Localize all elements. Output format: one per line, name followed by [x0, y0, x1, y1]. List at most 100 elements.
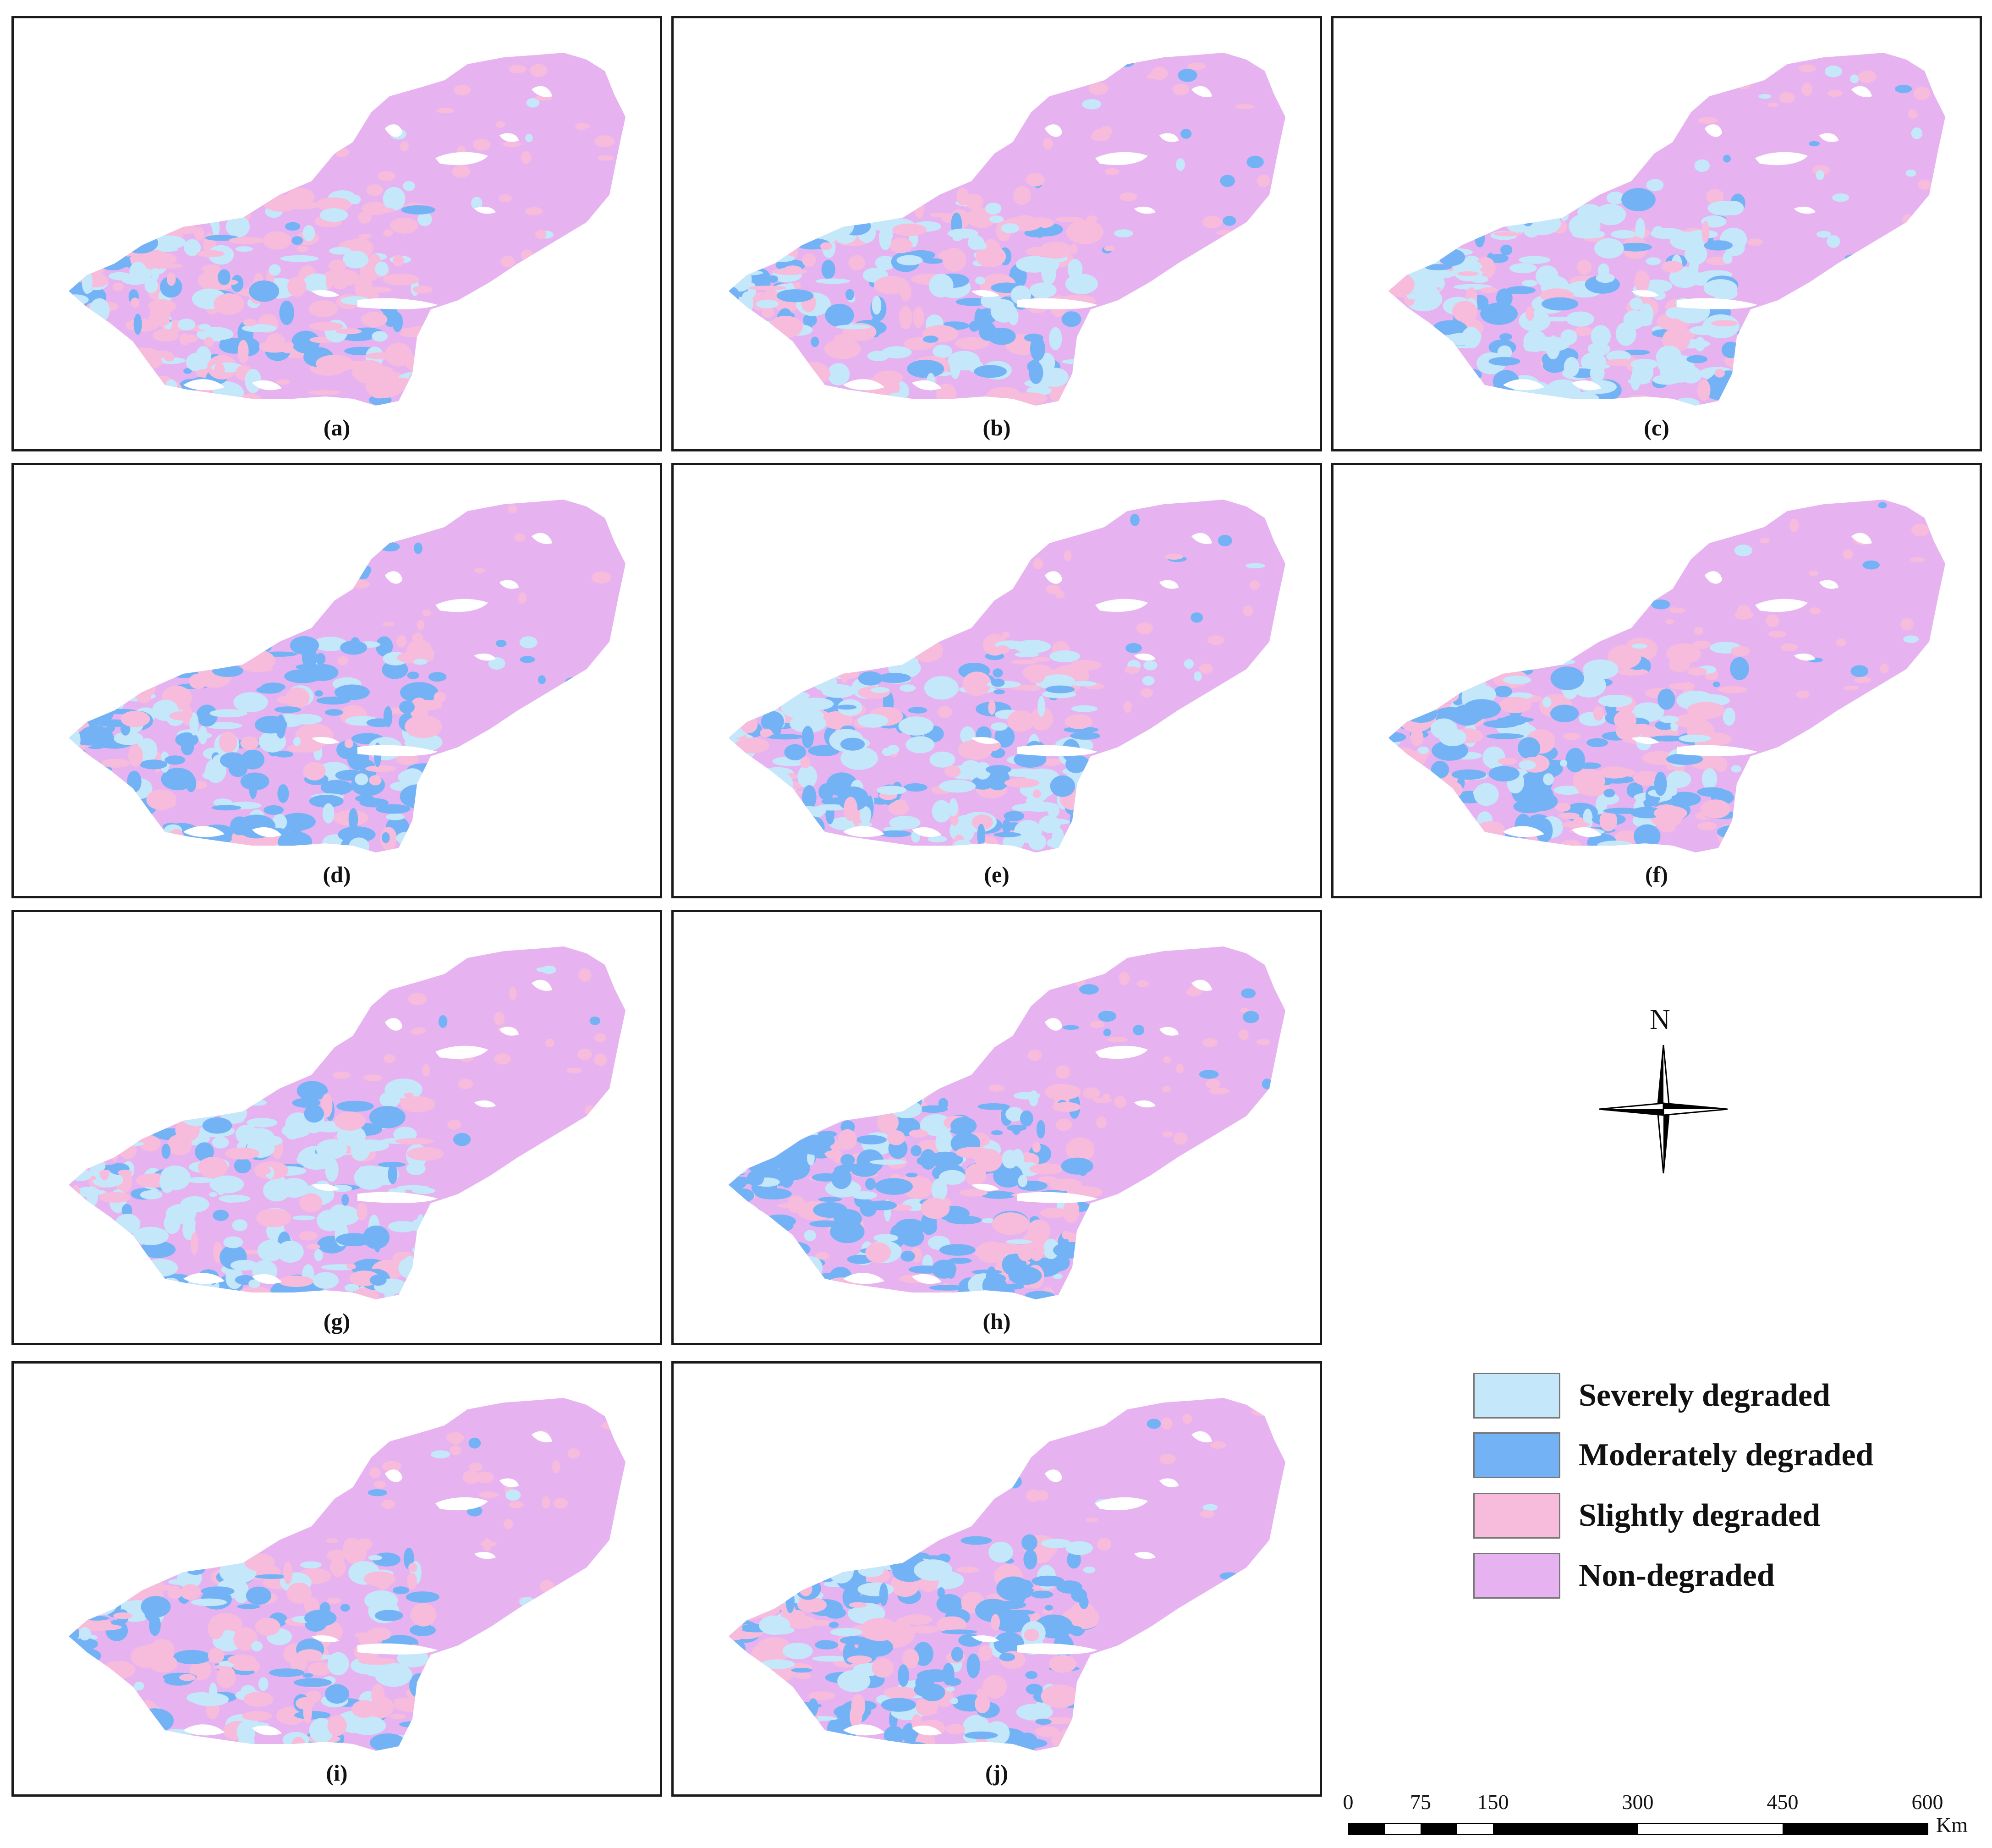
degradation-patch [254, 818, 274, 830]
degradation-patch [363, 1571, 396, 1587]
degradation-patch [1760, 538, 1770, 544]
degradation-patch [383, 187, 406, 211]
degradation-patch [112, 282, 124, 291]
degradation-patch [1586, 738, 1608, 748]
degradation-patch [814, 1640, 839, 1650]
degradation-patch [1068, 825, 1084, 836]
degradation-patch [69, 1717, 77, 1727]
degradation-patch [1524, 652, 1546, 669]
degradation-patch [1582, 363, 1610, 369]
water-body [385, 1469, 402, 1482]
degradation-patch [965, 193, 983, 210]
degradation-patch [191, 1232, 198, 1255]
degradation-patch [505, 1489, 521, 1501]
degradation-patch [1130, 513, 1140, 526]
degradation-patch [1646, 179, 1664, 192]
degradation-patch [1235, 104, 1254, 110]
degradation-patch [85, 760, 103, 775]
degradation-patch [904, 783, 927, 792]
degradation-patch [408, 1562, 417, 1573]
degradation-patch [316, 696, 350, 705]
degradation-patch [1018, 1175, 1027, 1188]
degradation-patch [1640, 303, 1654, 326]
degradation-patch [123, 1687, 138, 1694]
degradation-patch [1506, 849, 1515, 852]
degradation-patch [410, 1603, 437, 1627]
degradation-patch [396, 635, 407, 648]
degradation-patch [230, 816, 249, 836]
degradation-patch [1062, 1727, 1089, 1734]
degradation-patch [117, 1730, 155, 1737]
degradation-patch [857, 1582, 894, 1596]
degradation-patch [1002, 632, 1010, 638]
degradation-patch [840, 737, 865, 751]
degradation-patch [1476, 821, 1505, 838]
degradation-patch [361, 312, 388, 327]
degradation-patch [729, 1177, 754, 1185]
degradation-patch [851, 1694, 866, 1718]
degradation-patch [143, 388, 179, 400]
degradation-patch [69, 1678, 81, 1702]
degradation-patch [229, 237, 265, 244]
degradation-patch [851, 1289, 887, 1299]
water-body [312, 737, 339, 744]
degradation-patch [131, 297, 140, 308]
degradation-patch [732, 1689, 761, 1707]
degradation-patch [263, 1179, 291, 1202]
degradation-patch [1210, 1441, 1226, 1449]
degradation-patch [1665, 619, 1674, 624]
degradation-patch [759, 1615, 790, 1635]
degradation-patch [495, 121, 505, 128]
degradation-patch [84, 1248, 108, 1271]
degradation-patch [123, 232, 158, 254]
degradation-patch [1546, 337, 1560, 359]
degradation-patch [927, 836, 947, 843]
degradation-patch [1858, 70, 1877, 83]
degradation-patch [1758, 94, 1772, 99]
degradation-patch [380, 1557, 399, 1564]
degradation-patch [1714, 368, 1725, 378]
water-body [435, 599, 488, 612]
degradation-patch [413, 1027, 426, 1034]
degradation-patch [369, 1467, 381, 1479]
degradation-patch [966, 1653, 980, 1678]
degradation-patch [1652, 291, 1666, 300]
degradation-patch [1439, 781, 1463, 799]
degradation-patch [1500, 244, 1513, 256]
water-body [532, 533, 552, 544]
degradation-patch [1499, 697, 1532, 713]
degradation-patch [325, 709, 343, 716]
degradation-patch [1740, 825, 1750, 831]
degradation-patch [803, 816, 825, 838]
degradation-patch [573, 694, 585, 700]
degradation-patch [69, 1692, 91, 1715]
degradation-patch [136, 1708, 174, 1733]
water-body [1191, 533, 1212, 544]
degradation-patch [1092, 1097, 1113, 1103]
degradation-patch [1050, 775, 1076, 797]
degradation-patch [812, 806, 824, 818]
degradation-patch [1218, 534, 1232, 547]
degradation-patch [358, 1657, 396, 1665]
degradation-patch [1161, 1086, 1171, 1093]
degradation-patch [132, 1226, 169, 1245]
degradation-patch [1631, 644, 1647, 649]
degradation-patch [872, 296, 882, 315]
degradation-patch [525, 207, 543, 215]
degradation-patch [1020, 994, 1033, 1006]
degradation-patch [69, 774, 85, 781]
water-body [1631, 737, 1659, 744]
degradation-patch [729, 286, 740, 304]
degradation-patch [808, 1698, 818, 1717]
degradation-patch [149, 235, 186, 249]
degradation-patch [390, 1714, 406, 1719]
degradation-patch [1065, 1137, 1095, 1162]
degradation-patch [133, 314, 142, 335]
degradation-patch [1027, 669, 1045, 683]
degradation-patch [1024, 1628, 1039, 1641]
degradation-patch [1031, 1590, 1054, 1599]
degradation-patch [579, 123, 590, 128]
degradation-patch [99, 1287, 134, 1298]
degradation-patch [818, 1131, 837, 1138]
degradation-patch [803, 1716, 838, 1721]
